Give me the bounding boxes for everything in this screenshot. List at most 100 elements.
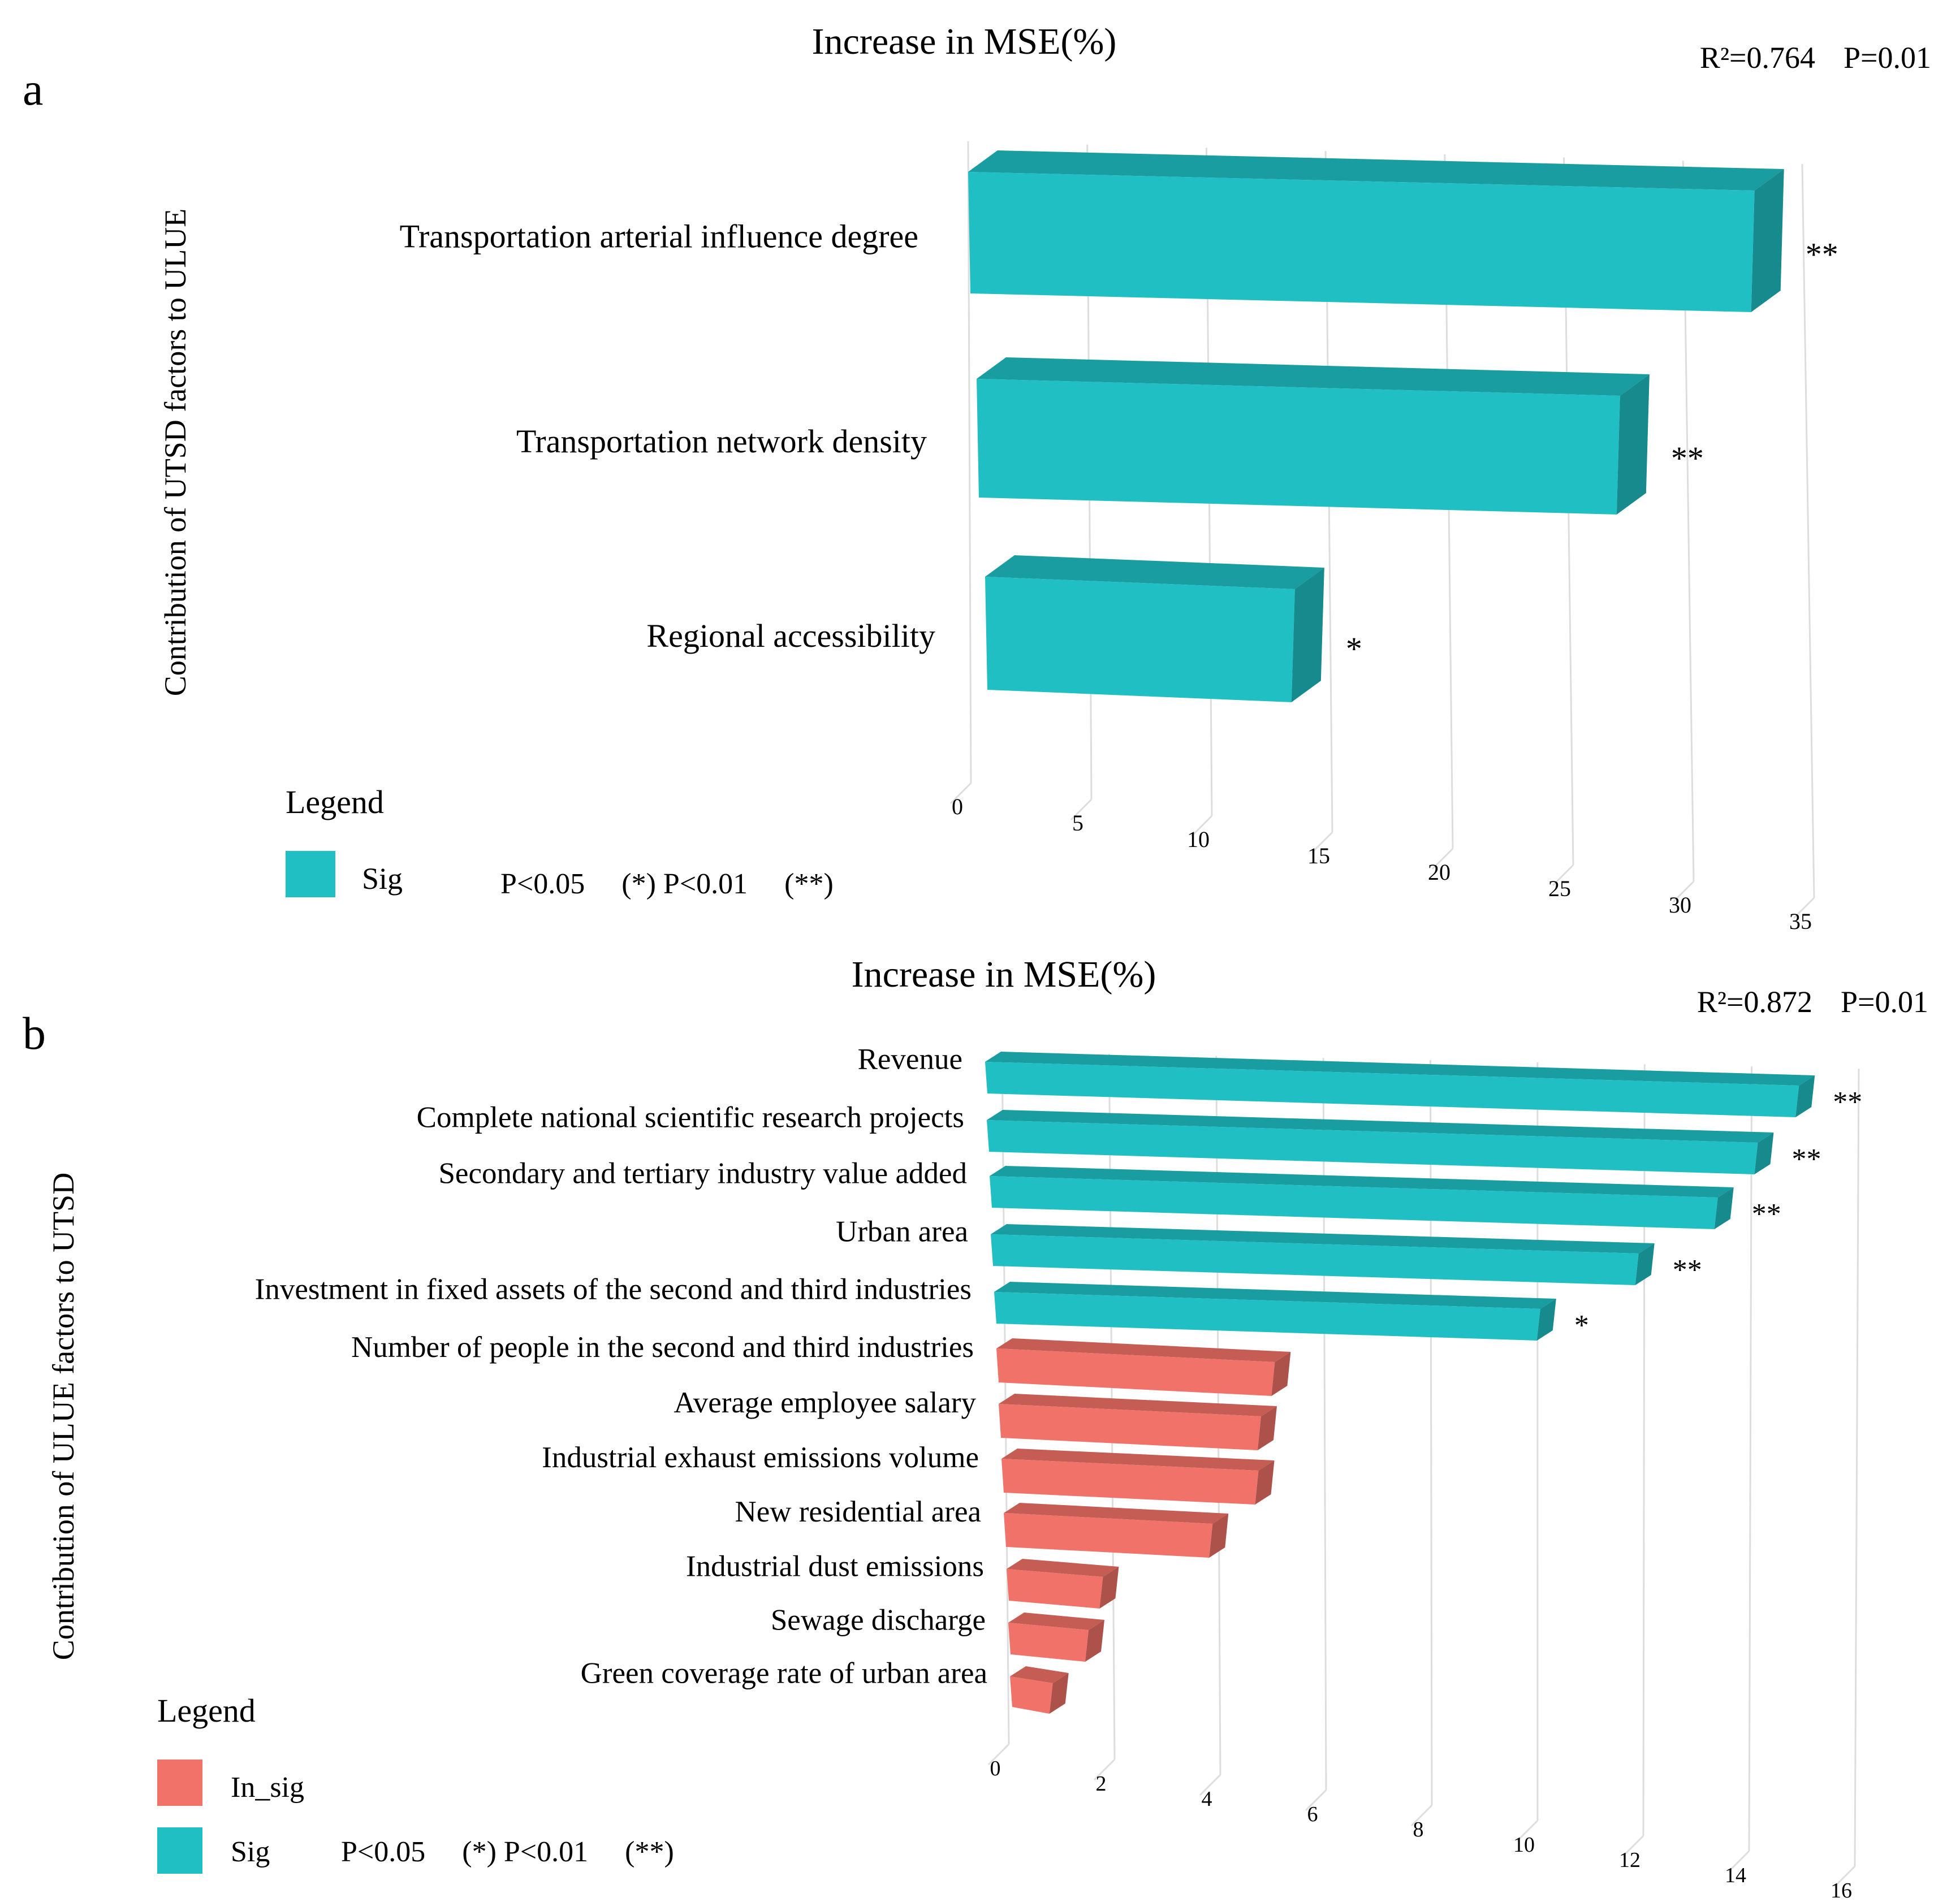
panel-a-tick: 30 xyxy=(1669,892,1691,918)
panel-a-tick: 25 xyxy=(1548,876,1571,901)
panel-a-tick: 5 xyxy=(1072,810,1083,836)
bar-front-face xyxy=(1008,1623,1089,1662)
gridline xyxy=(1801,163,1815,898)
panel-a-legend-note: P<0.05 (*) P<0.01 (**) xyxy=(500,868,834,900)
panel-b-significance: ** xyxy=(1792,1143,1821,1175)
bar-front-face xyxy=(999,1404,1261,1450)
floor-gridline xyxy=(1516,1819,1539,1842)
bar xyxy=(991,1224,1655,1285)
panel-b: b Increase in MSE(%) R²=0.872 P=0.01 Con… xyxy=(23,954,1928,1902)
bar xyxy=(968,150,1784,312)
floor-gridline xyxy=(1728,1850,1750,1873)
panel-a-tick: 15 xyxy=(1307,843,1330,868)
bar-top-face xyxy=(999,1394,1277,1416)
panel-a-significance: * xyxy=(1346,630,1362,667)
bar-top-face xyxy=(991,1224,1655,1253)
bar-end-face xyxy=(1291,568,1324,702)
panel-b-category-label: Complete national scientific research pr… xyxy=(417,1101,964,1134)
panel-b-ylabel: Contribution of ULUE factors to UTSD xyxy=(46,1173,80,1660)
gridline xyxy=(967,141,972,784)
panel-a-letter: a xyxy=(23,63,43,115)
panel-a-tick: 0 xyxy=(952,794,963,819)
bar xyxy=(977,357,1650,515)
panel-b-tick: 2 xyxy=(1096,1772,1107,1796)
bar-end-face xyxy=(1255,1460,1275,1505)
floor-gridline xyxy=(1093,1758,1116,1781)
bar-front-face xyxy=(985,1062,1799,1117)
panel-b-tick: 0 xyxy=(990,1757,1001,1780)
panel-b-tick-labels: 0 2 4 6 8 10 12 14 16 xyxy=(990,1757,1853,1902)
bar xyxy=(985,555,1324,702)
panel-b-tick: 10 xyxy=(1513,1833,1535,1857)
floor-gridline xyxy=(1199,1774,1221,1796)
bar xyxy=(1010,1666,1069,1714)
panel-b-tick: 4 xyxy=(1202,1787,1212,1811)
panel-a-tick: 20 xyxy=(1428,859,1450,885)
bar-end-face xyxy=(1085,1620,1105,1662)
floor-gridline xyxy=(1793,897,1815,919)
panel-b-significance: * xyxy=(1574,1309,1589,1342)
panel-b-legend-label-in-sig: In_sig xyxy=(231,1771,304,1804)
bar xyxy=(1001,1449,1275,1505)
panel-b-category-label: Number of people in the second and third… xyxy=(351,1331,974,1364)
panel-a: a Increase in MSE(%) R²=0.764 P=0.01 Con… xyxy=(23,21,1931,934)
bar-front-face xyxy=(1010,1676,1053,1714)
panel-a-significance-labels: ** ** * xyxy=(1346,236,1838,668)
bar xyxy=(987,1110,1774,1174)
panel-b-tick: 8 xyxy=(1413,1818,1424,1842)
panel-a-tick-labels: 0 5 10 15 20 25 30 35 xyxy=(952,794,1812,934)
panel-a-significance: ** xyxy=(1806,236,1838,273)
bar-top-face xyxy=(1004,1503,1229,1524)
bar-front-face xyxy=(987,1120,1758,1174)
panel-b-legend-swatch-in-sig xyxy=(157,1760,202,1806)
bar xyxy=(994,1282,1556,1341)
panel-b-category-label: Green coverage rate of urban area xyxy=(581,1657,987,1689)
panel-b-category-label: Average employee salary xyxy=(674,1386,976,1419)
bar-front-face xyxy=(990,1176,1718,1229)
bar-top-face xyxy=(977,357,1650,396)
bar-end-face xyxy=(1635,1243,1655,1285)
bar-front-face xyxy=(1001,1459,1259,1505)
bar-front-face xyxy=(985,577,1295,702)
bar xyxy=(985,1052,1815,1117)
panel-a-category-label: Regional accessibility xyxy=(646,617,935,654)
panel-b-legend-note: P<0.05 (*) P<0.01 (**) xyxy=(341,1836,674,1868)
floor-gridline xyxy=(1833,1865,1856,1888)
panel-a-significance: ** xyxy=(1671,440,1704,477)
bar-top-face xyxy=(1008,1613,1105,1630)
panel-b-category-label: Revenue xyxy=(858,1043,962,1076)
bar-end-face xyxy=(1754,1132,1774,1174)
gridline xyxy=(1748,1066,1753,1852)
panel-b-category-labels: Revenue Complete national scientific res… xyxy=(255,1043,987,1690)
bar-top-face xyxy=(994,1282,1556,1309)
floor-gridline xyxy=(1552,864,1574,887)
gridline xyxy=(1430,1060,1433,1806)
bar-end-face xyxy=(1257,1406,1277,1450)
bar-front-face xyxy=(977,379,1620,515)
bar-end-face xyxy=(1751,169,1784,312)
gridline xyxy=(1854,1068,1860,1867)
bar-front-face xyxy=(1007,1569,1103,1609)
bar xyxy=(996,1338,1291,1396)
floor-gridline xyxy=(1672,880,1695,903)
panel-b-category-label: Investment in fixed assets of the second… xyxy=(255,1273,972,1306)
floor-gridline xyxy=(1431,848,1454,870)
floor-gridline xyxy=(1410,1804,1433,1827)
bar-top-face xyxy=(985,555,1324,589)
bar-front-face xyxy=(968,172,1755,312)
panel-a-legend-swatch-sig xyxy=(286,851,335,897)
bar-end-face xyxy=(1714,1187,1734,1229)
panel-b-tick: 16 xyxy=(1831,1879,1852,1902)
bar xyxy=(1008,1613,1105,1662)
panel-a-tick: 10 xyxy=(1187,827,1210,852)
panel-b-category-label: Urban area xyxy=(836,1216,968,1248)
bar xyxy=(999,1394,1277,1450)
bar xyxy=(1007,1559,1119,1609)
bar-top-face xyxy=(996,1338,1291,1362)
panel-a-category-labels: Transportation arterial influence degree… xyxy=(400,218,935,654)
gridline xyxy=(1642,1064,1646,1836)
panel-a-category-label: Transportation network density xyxy=(516,423,927,460)
panel-b-p: P=0.01 xyxy=(1841,985,1928,1019)
panel-b-legend-title: Legend xyxy=(157,1692,256,1729)
bar-top-face xyxy=(987,1110,1774,1143)
